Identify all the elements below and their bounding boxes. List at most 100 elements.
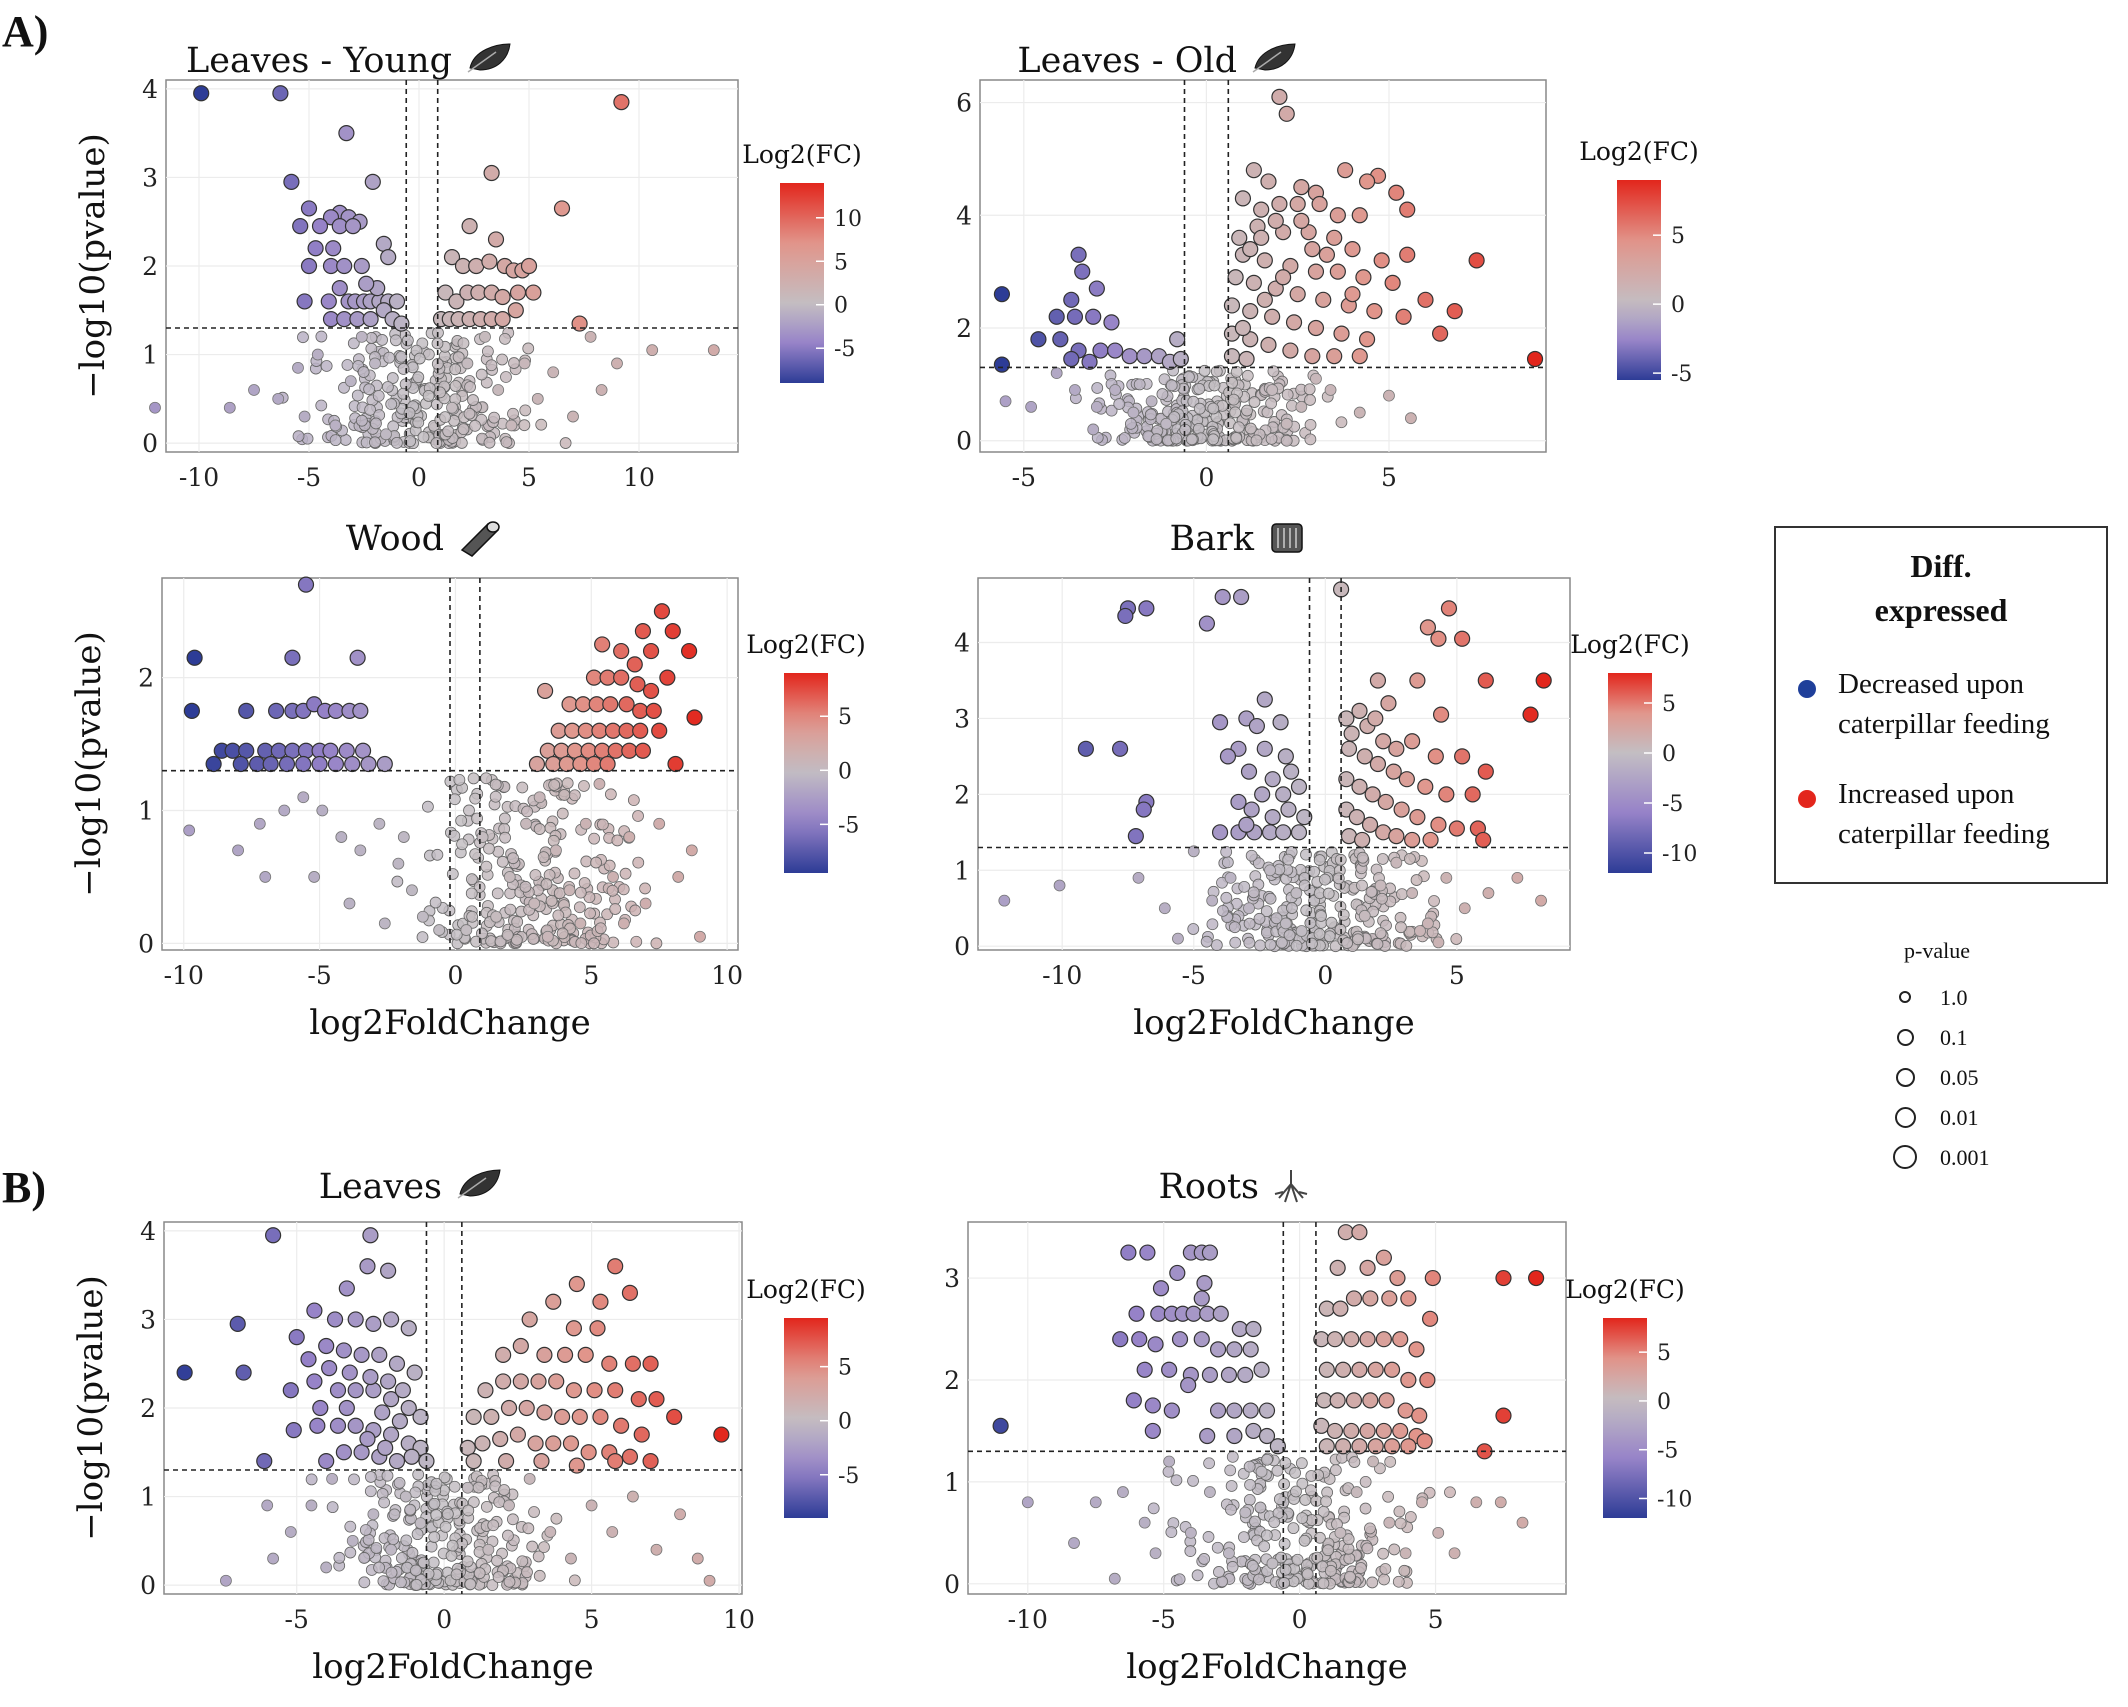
data-point [1237, 1366, 1254, 1383]
data-point [265, 1227, 282, 1244]
point-background [406, 1546, 419, 1559]
data-point [1351, 1438, 1368, 1455]
background-point-cloud [1147, 1450, 1456, 1590]
data-point [1335, 1361, 1352, 1378]
point-background [522, 342, 535, 355]
data-point [1399, 246, 1416, 263]
data-point [1353, 406, 1366, 419]
data-point [492, 1430, 509, 1448]
point-background [1319, 873, 1331, 886]
data-point [1355, 269, 1372, 286]
data-point [1354, 831, 1371, 849]
data-point [1344, 240, 1361, 258]
data-point [248, 384, 260, 396]
point-background [491, 1554, 503, 1567]
point-background [500, 436, 513, 449]
data-point [1282, 257, 1299, 275]
y-tick-label: 3 [944, 1264, 960, 1293]
data-point [1392, 1331, 1409, 1348]
data-point [1089, 1496, 1102, 1509]
x-tick-label: 5 [1449, 961, 1465, 990]
data-point [394, 1382, 411, 1399]
data-point [1234, 319, 1252, 337]
point-background [568, 789, 581, 802]
data-point [1111, 740, 1129, 757]
data-point [326, 1472, 338, 1485]
data-point [672, 871, 685, 883]
point-background [1250, 434, 1263, 447]
point-background [1226, 1561, 1239, 1573]
pvalue-level-label: 1.0 [1940, 985, 1968, 1010]
x-tick-label: 0 [1317, 961, 1333, 990]
point-background [1264, 892, 1277, 905]
data-point [1138, 1516, 1151, 1529]
data-point [1343, 1331, 1360, 1348]
data-point [268, 702, 285, 719]
data-point [1477, 763, 1494, 780]
point-background [1185, 433, 1198, 446]
data-point [613, 94, 630, 111]
data-point [589, 1320, 606, 1337]
data-point [338, 1399, 355, 1417]
data-point [585, 755, 603, 773]
data-point [362, 1227, 379, 1244]
data-point [1242, 1402, 1259, 1419]
data-point [1180, 1376, 1197, 1394]
data-point [1081, 353, 1098, 370]
pvalue-size-circle-icon [1899, 991, 1911, 1003]
point-background [630, 935, 643, 948]
data-point [1212, 1305, 1229, 1322]
point-background [1187, 1475, 1199, 1487]
data-point [359, 1258, 376, 1275]
data-point [1230, 793, 1247, 811]
point-background [1299, 1494, 1312, 1506]
data-point [1310, 372, 1322, 385]
point-background [516, 1555, 529, 1568]
point-background [475, 368, 488, 381]
point-background [507, 852, 519, 865]
data-point [1103, 314, 1120, 331]
data-point [607, 871, 619, 883]
data-point [694, 930, 706, 943]
data-point [492, 384, 505, 396]
data-point [1511, 871, 1524, 884]
data-point [1362, 1392, 1379, 1409]
panel-leaves-old: -5 0 5 0 2 4 6 Leaves - Old Log2(FC) 5 0 -5 [956, 41, 1699, 492]
point-background [450, 1568, 463, 1581]
data-point [1348, 809, 1365, 826]
pvalue-legend-title: p-value [1904, 938, 1970, 963]
data-point [1127, 828, 1144, 845]
point-background [1191, 1569, 1204, 1582]
point-background [370, 417, 382, 430]
colorbar-tick-label: -10 [1662, 842, 1697, 867]
point-background [1091, 382, 1104, 394]
data-point [1375, 1422, 1392, 1440]
data-point [353, 1346, 370, 1363]
data-point [403, 1448, 420, 1465]
plot-panel [977, 577, 1571, 951]
data-point [618, 696, 635, 713]
data-point [1422, 917, 1434, 930]
data-point [1378, 1392, 1395, 1409]
point-background [502, 1529, 514, 1542]
data-point [495, 1346, 512, 1363]
data-point [530, 1373, 547, 1390]
data-point [318, 1337, 335, 1355]
data-point [1149, 1547, 1162, 1560]
data-point [1077, 740, 1094, 757]
point-background [1228, 921, 1241, 934]
data-point [292, 361, 304, 374]
data-point [476, 831, 489, 843]
point-background [1298, 1534, 1311, 1547]
point-background [320, 360, 333, 372]
x-tick-label: 5 [584, 1605, 600, 1634]
point-background [1378, 1573, 1390, 1586]
x-tick-label: -5 [1182, 961, 1206, 990]
y-tick-label: 0 [140, 1571, 156, 1600]
section-b-label: B) [2, 1163, 46, 1212]
data-point [629, 676, 646, 693]
point-background [1213, 1566, 1225, 1578]
colorbar-bar [1603, 1318, 1647, 1518]
data-point [1440, 871, 1453, 884]
data-point [282, 1382, 299, 1399]
